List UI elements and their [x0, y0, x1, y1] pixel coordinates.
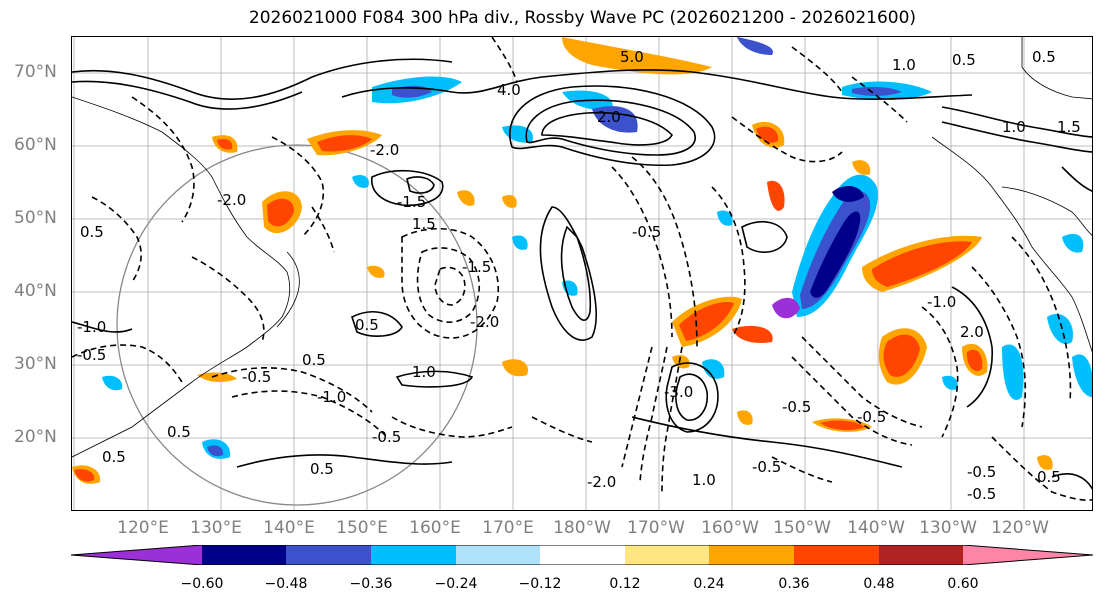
contour-label: 5.0	[620, 48, 644, 66]
colorbar-seg	[879, 545, 963, 565]
lon-label-170w: 170°W	[627, 518, 685, 538]
contour-label: 1.0	[692, 471, 716, 489]
colorbar-seg	[371, 545, 456, 565]
lon-label-150w: 150°W	[773, 518, 831, 538]
colorbar-seg	[540, 545, 625, 565]
contour-label: 2.0	[597, 108, 621, 126]
colorbar-seg	[71, 545, 202, 565]
contour-labels: 1.0 0.5 5.0 1.0 0.5 1.5 4.0 2.0 -2.0 -1.…	[77, 48, 1081, 503]
lat-label-40n: 40°N	[14, 281, 57, 301]
lon-label-150e: 150°E	[336, 518, 388, 538]
lat-label-60n: 60°N	[14, 135, 57, 155]
colorbar-tick: −0.12	[518, 576, 562, 592]
contour-label: 0.5	[952, 51, 976, 69]
lat-label-30n: 30°N	[14, 354, 57, 374]
colorbar-seg	[202, 545, 286, 565]
contour-label: -2.0	[587, 473, 616, 491]
contour-label: -1.5	[462, 258, 491, 276]
lon-label-140w: 140°W	[847, 518, 905, 538]
contour-label: -0.5	[782, 398, 811, 416]
contour-label: -0.5	[967, 463, 996, 481]
contour-label: -2.0	[217, 191, 246, 209]
contour-label: -1.0	[77, 318, 106, 336]
contour-label: 0.5	[80, 223, 104, 241]
colorbar-tick: 0.36	[778, 576, 810, 592]
contour-label: 1.0	[412, 363, 436, 381]
contour-label: -2.0	[470, 313, 499, 331]
lat-label-70n: 70°N	[14, 62, 57, 82]
contour-label: 1.0	[892, 56, 916, 74]
contour-label: -1.5	[397, 193, 426, 211]
dashed-contours	[72, 37, 1092, 501]
contour-label: -0.5	[77, 346, 106, 364]
contour-label: 0.5	[1037, 468, 1061, 486]
colorbar-seg	[794, 545, 879, 565]
contour-label: -0.5	[752, 458, 781, 476]
contour-label: -0.5	[632, 223, 661, 241]
contour-label: 0.5	[102, 448, 126, 466]
contour-label: 4.0	[497, 81, 521, 99]
colorbar-svg	[70, 544, 1094, 566]
contour-label: 1.5	[412, 215, 436, 233]
contour-label: -3.0	[664, 383, 693, 401]
colorbar-seg	[456, 545, 540, 565]
contour-label: -0.5	[967, 485, 996, 503]
contour-label: 0.5	[310, 460, 334, 478]
lat-label-50n: 50°N	[14, 208, 57, 228]
contour-label: 2.0	[960, 323, 984, 341]
colorbar-tick: 0.24	[693, 576, 725, 592]
colorbar-seg	[709, 545, 794, 565]
lon-label-160w: 160°W	[701, 518, 759, 538]
colorbar-seg	[963, 545, 1093, 565]
contour-label: 1.0	[1002, 118, 1026, 136]
colorbar-tick: −0.48	[264, 576, 308, 592]
map-canvas: 1.0 0.5 5.0 1.0 0.5 1.5 4.0 2.0 -2.0 -1.…	[72, 37, 1092, 510]
lon-label-130e: 130°E	[190, 518, 242, 538]
colorbar-tick: −0.24	[434, 576, 478, 592]
contour-label: 0.5	[167, 423, 191, 441]
colorbar	[70, 544, 1094, 566]
contour-label: 0.5	[1032, 48, 1056, 66]
contour-label: 1.5	[1057, 118, 1081, 136]
lon-label-160e: 160°E	[409, 518, 461, 538]
colorbar-tick: −0.60	[180, 576, 224, 592]
contour-label: 0.5	[302, 351, 326, 369]
chart-title: 2026021000 F084 300 hPa div., Rossby Wav…	[248, 8, 917, 28]
lon-label-120e: 120°E	[117, 518, 169, 538]
contour-label: -0.5	[242, 368, 271, 386]
lon-label-140e: 140°E	[263, 518, 315, 538]
colorbar-tick: 0.60	[947, 576, 979, 592]
contour-label: -0.5	[857, 408, 886, 426]
highlight-circle	[116, 144, 478, 506]
colorbar-tick: 0.12	[609, 576, 641, 592]
colorbar-seg	[286, 545, 371, 565]
colorbar-seg	[625, 545, 709, 565]
lon-label-170e: 170°E	[482, 518, 534, 538]
divergence-shading	[72, 37, 1092, 484]
lon-label-130w: 130°W	[919, 518, 977, 538]
colorbar-tick: −0.36	[349, 576, 393, 592]
solid-contours	[72, 58, 1092, 491]
contour-label: 0.5	[355, 316, 379, 334]
colorbar-tick: 0.48	[863, 576, 895, 592]
contour-label: -2.0	[370, 141, 399, 159]
lat-label-20n: 20°N	[14, 427, 57, 447]
map-panel: 1.0 0.5 5.0 1.0 0.5 1.5 4.0 2.0 -2.0 -1.…	[71, 36, 1093, 511]
lon-label-120w: 120°W	[991, 518, 1049, 538]
lon-label-180w: 180°W	[553, 518, 611, 538]
contour-label: -1.0	[927, 293, 956, 311]
contour-label: -1.0	[317, 388, 346, 406]
contour-label: -0.5	[372, 428, 401, 446]
